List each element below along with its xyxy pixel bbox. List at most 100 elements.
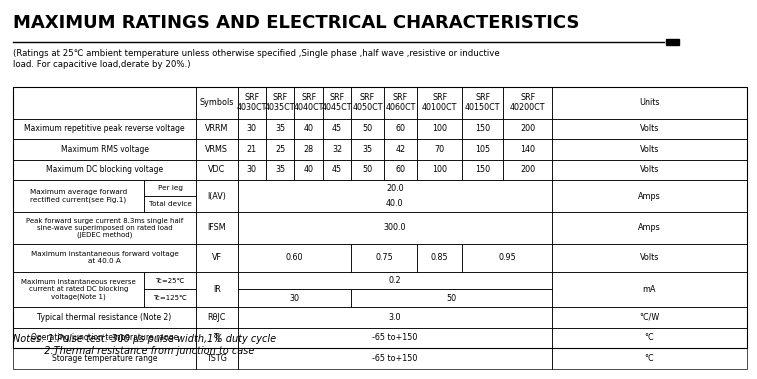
Bar <box>351 139 384 160</box>
Bar <box>266 139 294 160</box>
Bar <box>238 180 552 212</box>
Bar <box>196 328 238 348</box>
Bar <box>503 87 552 119</box>
Bar <box>196 160 238 180</box>
Bar <box>238 272 552 290</box>
Bar <box>294 87 323 119</box>
Text: Typical thermal resistance (Note 2): Typical thermal resistance (Note 2) <box>37 313 172 322</box>
Text: I(AV): I(AV) <box>207 191 226 200</box>
Text: Units: Units <box>639 98 659 107</box>
Text: 35: 35 <box>363 145 372 154</box>
Bar <box>463 244 552 272</box>
Text: 200: 200 <box>520 124 535 133</box>
Text: 60: 60 <box>395 165 406 174</box>
Text: 50: 50 <box>447 294 456 303</box>
Bar <box>552 139 746 160</box>
Bar <box>144 196 196 212</box>
Bar <box>417 87 463 119</box>
Bar <box>323 119 351 139</box>
Text: 20.0: 20.0 <box>386 183 403 193</box>
Bar <box>196 348 238 369</box>
Text: 45: 45 <box>332 124 342 133</box>
Text: Maximum average forward
rectified current(see Fig.1): Maximum average forward rectified curren… <box>30 189 127 203</box>
Text: 32: 32 <box>332 145 342 154</box>
Text: 70: 70 <box>435 145 445 154</box>
Text: RθJC: RθJC <box>207 313 226 322</box>
Bar <box>503 139 552 160</box>
Text: 140: 140 <box>520 145 535 154</box>
Text: Amps: Amps <box>638 191 661 200</box>
Text: 300.0: 300.0 <box>384 223 406 232</box>
Text: -65 to+150: -65 to+150 <box>372 334 417 343</box>
Bar <box>266 119 294 139</box>
Text: Volts: Volts <box>640 145 659 154</box>
Bar <box>13 212 196 244</box>
Bar <box>323 87 351 119</box>
Text: 45: 45 <box>332 165 342 174</box>
Bar <box>196 212 238 244</box>
Bar <box>463 119 503 139</box>
Bar <box>463 139 503 160</box>
Bar <box>13 87 196 119</box>
Text: SRF
4060CT: SRF 4060CT <box>385 93 416 113</box>
Bar <box>552 348 746 369</box>
Bar <box>351 87 384 119</box>
Text: °C: °C <box>644 354 654 363</box>
Text: Tc=125℃: Tc=125℃ <box>153 295 187 301</box>
Bar <box>384 160 417 180</box>
Bar <box>196 87 238 119</box>
Text: 0.60: 0.60 <box>285 253 303 262</box>
Bar <box>238 139 266 160</box>
Text: SRF
40200CT: SRF 40200CT <box>510 93 546 113</box>
Text: 50: 50 <box>363 165 372 174</box>
Text: 0.95: 0.95 <box>498 253 516 262</box>
Text: 28: 28 <box>304 145 313 154</box>
Text: 40.0: 40.0 <box>386 199 403 208</box>
Text: 200: 200 <box>520 165 535 174</box>
Text: IFSM: IFSM <box>207 223 226 232</box>
Bar <box>417 160 463 180</box>
Text: 0.75: 0.75 <box>375 253 393 262</box>
Bar <box>552 160 746 180</box>
Bar <box>13 244 196 272</box>
Text: Maximum instantaneous forward voltage
at 40.0 A: Maximum instantaneous forward voltage at… <box>30 251 179 264</box>
Text: 50: 50 <box>363 124 372 133</box>
Bar <box>552 180 746 212</box>
Text: Volts: Volts <box>640 124 659 133</box>
Bar <box>351 244 417 272</box>
Bar <box>384 139 417 160</box>
Bar <box>351 290 552 307</box>
Text: Maximum RMS voltage: Maximum RMS voltage <box>61 145 148 154</box>
Bar <box>463 87 503 119</box>
Text: Amps: Amps <box>638 223 661 232</box>
Bar <box>238 290 351 307</box>
Bar <box>266 87 294 119</box>
Bar <box>552 328 746 348</box>
Text: 0.85: 0.85 <box>431 253 448 262</box>
Bar <box>13 119 196 139</box>
Text: VF: VF <box>212 253 222 262</box>
Bar <box>503 160 552 180</box>
Bar <box>463 160 503 180</box>
Bar <box>196 180 238 212</box>
Text: IR: IR <box>213 285 221 294</box>
Bar <box>417 139 463 160</box>
Bar <box>552 87 746 119</box>
Bar <box>238 212 552 244</box>
Bar <box>13 87 746 348</box>
Bar <box>552 307 746 328</box>
Text: TSTG: TSTG <box>207 354 227 363</box>
Text: Peak forward surge current 8.3ms single half
sine-wave superimposed on rated loa: Peak forward surge current 8.3ms single … <box>26 218 183 238</box>
Text: 150: 150 <box>475 165 491 174</box>
Text: Notes: 1.Pulse test: 300 μs pulse width,1% duty cycle
          2.Thermal resist: Notes: 1.Pulse test: 300 μs pulse width,… <box>13 334 276 356</box>
Text: mA: mA <box>643 285 656 294</box>
Text: °C/W: °C/W <box>639 313 659 322</box>
Text: Per leg: Per leg <box>157 185 182 191</box>
Text: SRF
4050CT: SRF 4050CT <box>352 93 383 113</box>
Text: 21: 21 <box>247 145 257 154</box>
Text: MAXIMUM RATINGS AND ELECTRICAL CHARACTERISTICS: MAXIMUM RATINGS AND ELECTRICAL CHARACTER… <box>13 14 579 32</box>
Bar <box>238 328 552 348</box>
Bar <box>351 160 384 180</box>
Bar <box>666 39 679 45</box>
Text: °C: °C <box>644 334 654 343</box>
